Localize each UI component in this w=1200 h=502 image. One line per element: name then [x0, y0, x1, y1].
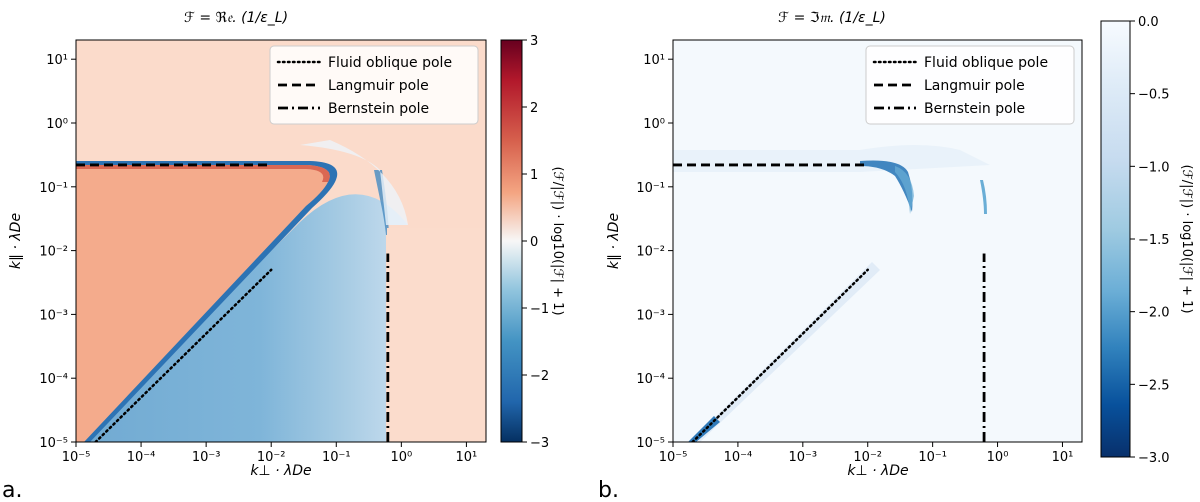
y-tick-label: 10⁻³ [636, 308, 665, 323]
x-tick-label: 10⁻⁵ [62, 450, 91, 465]
y-axis-label-a: k∥ · λDe [8, 213, 24, 269]
x-axis-label-b: k⊥ · λDe [847, 463, 908, 479]
colorbar-tick-label: −2.0 [1138, 306, 1170, 321]
panel-label-b: b. [598, 478, 619, 502]
panel-label-a: a. [2, 478, 22, 502]
heatmap-b-bernstein-ridge [980, 180, 987, 214]
y-tick-label: 10⁻⁵ [636, 436, 665, 451]
x-axis-ticks-a: 10⁻⁵ 10⁻⁴ 10⁻³ 10⁻² 10⁻¹ 10⁰ 10¹ [62, 442, 478, 465]
colorbar-tick-label: −1.0 [1138, 160, 1170, 175]
colorbar-a-ticks: 3 2 1 0 −1 −2 −3 [522, 34, 549, 451]
y-tick-label: 10⁻⁵ [39, 436, 68, 451]
y-tick-label: 10⁰ [46, 117, 68, 132]
x-tick-label: 10⁰ [390, 450, 412, 465]
legend-a-entry-fluid: Fluid oblique pole [328, 55, 452, 71]
y-axis-label-b: k∥ · λDe [606, 213, 622, 269]
colorbar-tick-label: 1 [530, 168, 538, 183]
colorbar-b-ticks: 0.0 −0.5 −1.0 −1.5 −2.0 −2.5 −3.0 [1130, 15, 1170, 466]
heatmap-a-wedge [76, 165, 330, 442]
colorbar-b-label: (ℱ/|ℱ|) · log10(|ℱ| + 1) [1179, 164, 1194, 313]
legend-a: Fluid oblique pole Langmuir pole Bernste… [269, 45, 479, 125]
colorbar-tick-label: 0.0 [1138, 15, 1159, 30]
colorbar-tick-label: −2.5 [1138, 378, 1170, 393]
y-tick-label: 10⁻² [636, 245, 665, 260]
legend-a-entry-langmuir: Langmuir pole [328, 78, 429, 94]
legend-a-box [269, 45, 479, 125]
colorbar-tick-label: −2 [530, 369, 549, 384]
plot-title-b: ℱ = ℑ𝔪. (1/ε_L) [778, 10, 886, 26]
legend-b-entry-fluid: Fluid oblique pole [924, 55, 1048, 71]
x-tick-label: 10⁻⁴ [724, 450, 753, 465]
heatmap-a-middle-band [80, 194, 408, 442]
y-tick-label: 10⁻⁴ [39, 372, 68, 387]
x-tick-label: 10⁻² [257, 450, 286, 465]
x-axis-label-a: k⊥ · λDe [250, 463, 311, 479]
axes-a-frame [75, 39, 487, 443]
x-tick-label: 10⁻⁴ [127, 450, 156, 465]
y-tick-label: 10¹ [643, 53, 665, 68]
plot-title-a: ℱ = ℜ𝔢. (1/ε_L) [184, 10, 288, 26]
heatmap-b-langmuir-tail [895, 166, 914, 214]
x-tick-label: 10⁻² [853, 450, 882, 465]
x-tick-label: 10⁻¹ [918, 450, 947, 465]
x-tick-label: 10⁰ [987, 450, 1009, 465]
y-tick-label: 10¹ [46, 53, 68, 68]
heatmap-b-upper-halo [673, 145, 990, 172]
colorbar-tick-label: −1 [530, 302, 549, 317]
y-tick-label: 10⁻² [39, 245, 68, 260]
x-tick-label: 10¹ [1052, 450, 1074, 465]
x-axis-ticks-b: 10⁻⁵ 10⁻⁴ 10⁻³ 10⁻² 10⁻¹ 10⁰ 10¹ [659, 442, 1074, 465]
x-tick-label: 10¹ [456, 450, 478, 465]
heatmap-a-upper-glow [300, 140, 408, 225]
legend-a-entry-bernstein: Bernstein pole [328, 101, 429, 117]
y-tick-label: 10⁻⁴ [636, 372, 665, 387]
y-axis-ticks-b: 10⁻⁵ 10⁻⁴ 10⁻³ 10⁻² 10⁻¹ 10⁰ 10¹ [636, 53, 673, 451]
panel-a: 10⁻⁵ 10⁻⁴ 10⁻³ 10⁻² 10⁻¹ 10⁰ 10¹ 10⁻⁵10⁻⁴10⁻³1… [2, 10, 565, 502]
colorbar-tick-label: 0 [530, 235, 538, 250]
panel-b: 10⁻⁵ 10⁻⁴ 10⁻³ 10⁻² 10⁻¹ 10⁰ 10¹ 10⁻⁵10⁻⁴10⁻³1… [598, 10, 1194, 502]
y-tick-label: 10⁻¹ [636, 181, 665, 196]
heatmap-a-wedge-edge [76, 165, 330, 182]
y-axis-ticks-a: 10⁻⁵ 10⁻⁴ 10⁻³ 10⁻² 10⁻¹ 10⁰ 10¹ [39, 53, 76, 451]
colorbar-tick-label: 3 [530, 34, 538, 49]
legend-b: Fluid oblique pole Langmuir pole Bernste… [865, 45, 1075, 125]
colorbar-tick-label: −3 [530, 436, 549, 451]
y-tick-label: 10⁻¹ [39, 181, 68, 196]
colorbar-a [500, 39, 523, 443]
colorbar-b [1100, 20, 1131, 458]
x-tick-label: 10⁻³ [192, 450, 221, 465]
heatmap-a-bernstein-ridge [374, 170, 389, 235]
colorbar-tick-label: −1.5 [1138, 233, 1170, 248]
x-tick-label: 10⁻¹ [322, 450, 351, 465]
axes-b-frame [672, 39, 1083, 443]
y-tick-label: 10⁻³ [39, 308, 68, 323]
colorbar-tick-label: 2 [530, 101, 538, 116]
heatmap-a-right-strip [387, 228, 486, 442]
x-tick-label: 10⁻³ [789, 450, 818, 465]
fluid-oblique-pole-line [691, 268, 869, 442]
colorbar-a-label: (ℱ/|ℱ|) · log10(|ℱ| + 1) [550, 166, 565, 315]
legend-b-entry-langmuir: Langmuir pole [924, 78, 1025, 94]
x-tick-label: 10⁻⁵ [659, 450, 688, 465]
legend-b-entry-bernstein: Bernstein pole [924, 101, 1025, 117]
y-tick-label: 10⁰ [643, 117, 665, 132]
colorbar-tick-label: −3.0 [1138, 451, 1170, 466]
fluid-oblique-pole-line [94, 268, 273, 442]
legend-b-box [865, 45, 1075, 125]
colorbar-tick-label: −0.5 [1138, 88, 1170, 103]
